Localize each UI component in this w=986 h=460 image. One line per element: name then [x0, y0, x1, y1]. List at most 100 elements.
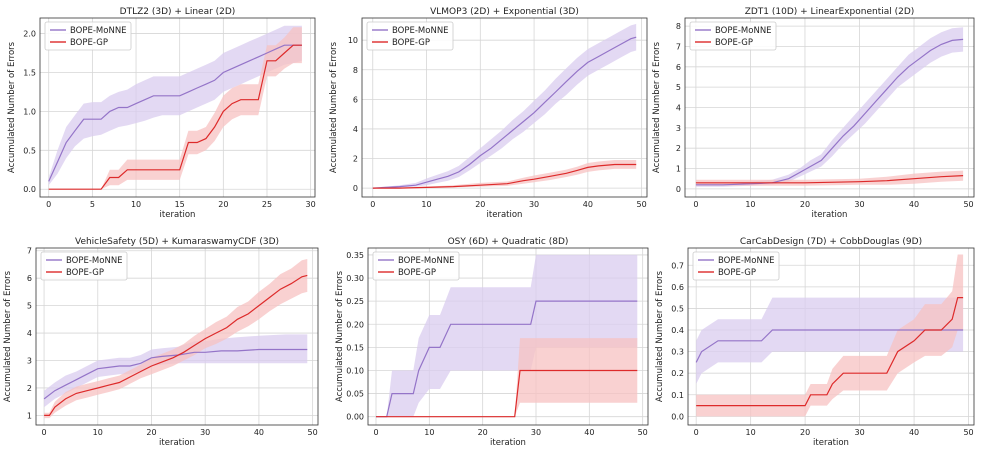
legend-label-gp: BOPE-GP [392, 38, 430, 48]
legend-box [366, 21, 454, 51]
legend-box [40, 251, 128, 281]
x-tick-label: 0 [46, 200, 51, 209]
plot-frame [687, 247, 975, 426]
legend-box [44, 21, 132, 51]
y-tick-label: 4 [353, 125, 358, 134]
y-tick-label: 5 [27, 302, 32, 311]
chart-panel-6: 0 10 20 30 40 50 0.0 0.1 0.2 0.3 0.4 0.5 0.6 0.7 CarCa… [655, 237, 975, 448]
confidence-band-gp [376, 338, 638, 417]
chart-panel-4: 0 10 20 30 40 50 1 2 3 4 5 6 7 VehicleSafety (5D) + K… [3, 237, 319, 448]
legend: BOPE-MoNNE BOPE-GP [689, 21, 777, 51]
y-tick-label: 0.3 [671, 348, 684, 357]
y-axis-label: Accumulated Number of Errors [329, 41, 339, 173]
y-tick-label: 0.4 [671, 326, 684, 335]
y-axis-label: Accumulated Number of Errors [3, 270, 13, 402]
x-tick-label: 20 [146, 428, 156, 437]
x-tick-label: 0 [694, 428, 699, 437]
y-tick-label: 8 [353, 66, 358, 75]
chart-title: OSY (6D) + Quadratic (8D) [448, 237, 569, 247]
confidence-band-gp [695, 170, 964, 186]
series-line-gp [372, 163, 637, 189]
y-tick-label: 7 [27, 247, 32, 256]
y-tick-label: 1 [676, 165, 681, 174]
y-tick-label: 1.0 [23, 107, 36, 116]
series-line-monne [48, 44, 302, 182]
legend: BOPE-MoNNE BOPE-GP [692, 251, 780, 281]
chart-title: CarCabDesign (7D) + CobbDouglas (9D) [740, 237, 922, 247]
y-tick-label: 0 [353, 184, 358, 193]
y-tick-label: 5 [676, 83, 681, 92]
x-tick-label: 50 [963, 428, 973, 437]
y-tick-label: 0.30 [346, 274, 364, 283]
legend-label-monne: BOPE-MoNNE [715, 26, 772, 36]
x-tick-label: 30 [855, 428, 865, 437]
confidence-band-gp [44, 259, 308, 419]
confidence-band-gp [48, 27, 302, 190]
confidence-band-monne [695, 27, 964, 187]
series-line-gp [48, 44, 302, 190]
y-tick-label: 0.0 [671, 412, 684, 421]
x-tick-label: 25 [262, 200, 272, 209]
x-tick-label: 10 [93, 428, 103, 437]
series-line-monne [695, 38, 964, 186]
y-tick-label: 0.25 [346, 297, 364, 306]
x-axis-label: iteration [813, 438, 849, 448]
series-line-gp [695, 175, 964, 184]
y-tick-label: 6 [676, 63, 681, 72]
x-tick-label: 5 [90, 200, 95, 209]
x-tick-label: 50 [963, 200, 973, 209]
legend: BOPE-MoNNE BOPE-GP [366, 21, 454, 51]
chart-panel-2: 0 10 20 30 40 50 0 2 4 6 8 10 VLMOP3 (2D) + Exponent… [329, 7, 648, 220]
series-line-gp [696, 297, 964, 407]
y-tick-label: 2.0 [23, 30, 36, 39]
y-tick-label: 0.20 [346, 320, 364, 329]
legend-label-monne: BOPE-MoNNE [392, 26, 449, 36]
y-tick-label: 0.0 [23, 185, 36, 194]
y-tick-label: 4 [27, 329, 32, 338]
y-tick-label: 0.10 [346, 366, 364, 375]
y-tick-label: 2 [676, 144, 681, 153]
x-tick-label: 40 [584, 428, 594, 437]
x-axis-label: iteration [487, 210, 523, 220]
x-tick-label: 40 [909, 200, 919, 209]
legend-label-gp: BOPE-GP [66, 268, 104, 278]
x-tick-label: 10 [131, 200, 141, 209]
y-tick-label: 0.2 [671, 369, 684, 378]
plot-frame [367, 247, 649, 426]
series-line-gp [376, 369, 638, 418]
x-tick-label: 0 [370, 200, 375, 209]
y-tick-label: 0.35 [346, 251, 364, 260]
legend-label-gp: BOPE-GP [718, 268, 756, 278]
y-axis-label: Accumulated Number of Errors [655, 270, 665, 402]
confidence-band-monne [44, 334, 308, 408]
legend-box [689, 21, 777, 51]
confidence-band-monne [372, 23, 637, 189]
chart-panel-1: 0 5 10 15 20 25 30 0.0 0.5 1.0 1.5 2.0 DTLZ2 (3D) + … [7, 7, 316, 220]
confidence-band-monne [696, 297, 964, 384]
x-tick-label: 10 [745, 200, 755, 209]
y-tick-label: 0.15 [346, 343, 364, 352]
legend-label-gp: BOPE-GP [70, 38, 108, 48]
x-tick-label: 40 [583, 200, 593, 209]
y-tick-label: 2 [353, 155, 358, 164]
x-tick-label: 20 [800, 428, 810, 437]
chart-panel-3: 0 10 20 30 40 50 0 1 2 3 4 5 6 7 8 ZDT1 (10D) + LinearE… [652, 7, 975, 220]
y-tick-label: 0.5 [671, 304, 684, 313]
x-tick-label: 30 [854, 200, 864, 209]
x-tick-label: 50 [308, 428, 318, 437]
x-axis-label: iteration [159, 438, 195, 448]
legend: BOPE-MoNNE BOPE-GP [372, 251, 460, 281]
x-tick-label: 40 [254, 428, 264, 437]
confidence-band-monne [376, 254, 638, 417]
legend-box [692, 251, 780, 281]
x-tick-label: 0 [42, 428, 47, 437]
y-tick-label: 0.6 [671, 283, 684, 292]
plot-frame [39, 17, 316, 198]
y-tick-label: 4 [676, 104, 681, 113]
x-tick-label: 40 [909, 428, 919, 437]
x-tick-label: 0 [693, 200, 698, 209]
plot-frame [361, 17, 648, 198]
y-tick-label: 0.00 [346, 413, 364, 422]
y-tick-label: 10 [348, 36, 358, 45]
plot-frame [35, 247, 319, 426]
